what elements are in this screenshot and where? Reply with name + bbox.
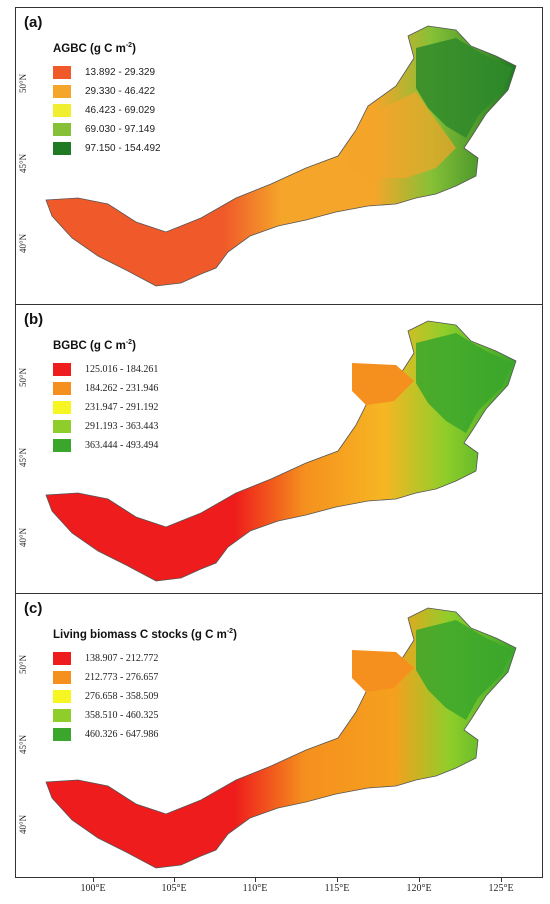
panel-label: (a) xyxy=(24,14,43,31)
region-mixed-a xyxy=(346,92,456,178)
region-mixed-c xyxy=(352,650,414,692)
lat-label: 50°N xyxy=(18,367,28,387)
lon-tick xyxy=(255,878,256,882)
legend-item: 13.892 - 29.329 xyxy=(53,63,161,82)
legend: BGBC (g C m-2) 125.016 - 184.261 184.262… xyxy=(53,339,158,455)
panel-a: (a) AGBC (g C m-2) 13.892 - 29.329 29.33… xyxy=(16,8,542,304)
legend-item: 291.193 - 363.443 xyxy=(53,417,158,436)
legend-swatch xyxy=(53,362,71,376)
legend-swatch xyxy=(53,65,71,79)
legend-item: 460.326 - 647.986 xyxy=(53,725,237,744)
legend-item: 276.658 - 358.509 xyxy=(53,687,237,706)
lat-label: 40°N xyxy=(18,814,28,834)
lat-label: 45°N xyxy=(18,153,28,173)
panel-label: (b) xyxy=(24,311,44,328)
legend-item: 29.330 - 46.422 xyxy=(53,82,161,101)
legend-item: 212.773 - 276.657 xyxy=(53,668,237,687)
legend-swatch xyxy=(53,651,71,665)
legend-swatch xyxy=(53,708,71,722)
legend-title: AGBC (g C m-2) xyxy=(53,42,136,55)
map-b xyxy=(45,320,517,582)
map-c xyxy=(45,607,517,869)
legend-title: BGBC (g C m-2) xyxy=(53,339,136,352)
lon-tick xyxy=(501,878,502,882)
panel-label: (c) xyxy=(24,600,43,617)
legend-swatch xyxy=(53,419,71,433)
lat-label: 45°N xyxy=(18,447,28,467)
region-forest-c xyxy=(416,620,512,720)
legend-swatch xyxy=(53,727,71,741)
legend-item: 363.444 - 493.494 xyxy=(53,436,158,455)
legend-item: 231.947 - 291.192 xyxy=(53,398,158,417)
lon-label: 120°E xyxy=(406,883,432,894)
lon-label: 115°E xyxy=(324,883,350,894)
legend-swatch xyxy=(53,84,71,98)
lat-label: 45°N xyxy=(18,734,28,754)
legend-swatch xyxy=(53,670,71,684)
figure-frame: (a) AGBC (g C m-2) 13.892 - 29.329 29.33… xyxy=(15,7,543,878)
legend: AGBC (g C m-2) 13.892 - 29.329 29.330 - … xyxy=(53,42,161,158)
panel-c: (c) Living biomass C stocks (g C m-2) 13… xyxy=(16,593,542,877)
lat-label: 40°N xyxy=(18,233,28,253)
legend-swatch xyxy=(53,122,71,136)
lon-tick xyxy=(419,878,420,882)
lat-label: 50°N xyxy=(18,654,28,674)
region-forest-b xyxy=(416,333,512,433)
lon-tick xyxy=(174,878,175,882)
lon-label: 125°E xyxy=(488,883,514,894)
lon-label: 105°E xyxy=(161,883,187,894)
lon-tick xyxy=(93,878,94,882)
map-a xyxy=(45,25,517,287)
lon-label: 100°E xyxy=(80,883,106,894)
legend: Living biomass C stocks (g C m-2) 138.90… xyxy=(53,628,237,744)
legend-swatch xyxy=(53,438,71,452)
legend-item: 125.016 - 184.261 xyxy=(53,360,158,379)
legend-item: 97.150 - 154.492 xyxy=(53,139,161,158)
legend-swatch xyxy=(53,689,71,703)
region-forest-a xyxy=(416,38,512,138)
legend-swatch xyxy=(53,381,71,395)
lat-label: 50°N xyxy=(18,73,28,93)
region-shape-a xyxy=(45,25,517,287)
panel-b: (b) BGBC (g C m-2) 125.016 - 184.261 184… xyxy=(16,304,542,593)
lon-label: 110°E xyxy=(242,883,268,894)
legend-swatch xyxy=(53,141,71,155)
legend-item: 46.423 - 69.029 xyxy=(53,101,161,120)
legend-swatch xyxy=(53,103,71,117)
legend-item: 138.907 - 212.772 xyxy=(53,649,237,668)
lon-tick xyxy=(337,878,338,882)
legend-swatch xyxy=(53,400,71,414)
longitude-axis: 100°E 105°E 110°E 115°E 120°E 125°E xyxy=(15,878,543,898)
lat-label: 40°N xyxy=(18,527,28,547)
region-mixed-b xyxy=(352,363,414,405)
legend-item: 358.510 - 460.325 xyxy=(53,706,237,725)
legend-title: Living biomass C stocks (g C m-2) xyxy=(53,628,237,641)
legend-item: 69.030 - 97.149 xyxy=(53,120,161,139)
legend-item: 184.262 - 231.946 xyxy=(53,379,158,398)
